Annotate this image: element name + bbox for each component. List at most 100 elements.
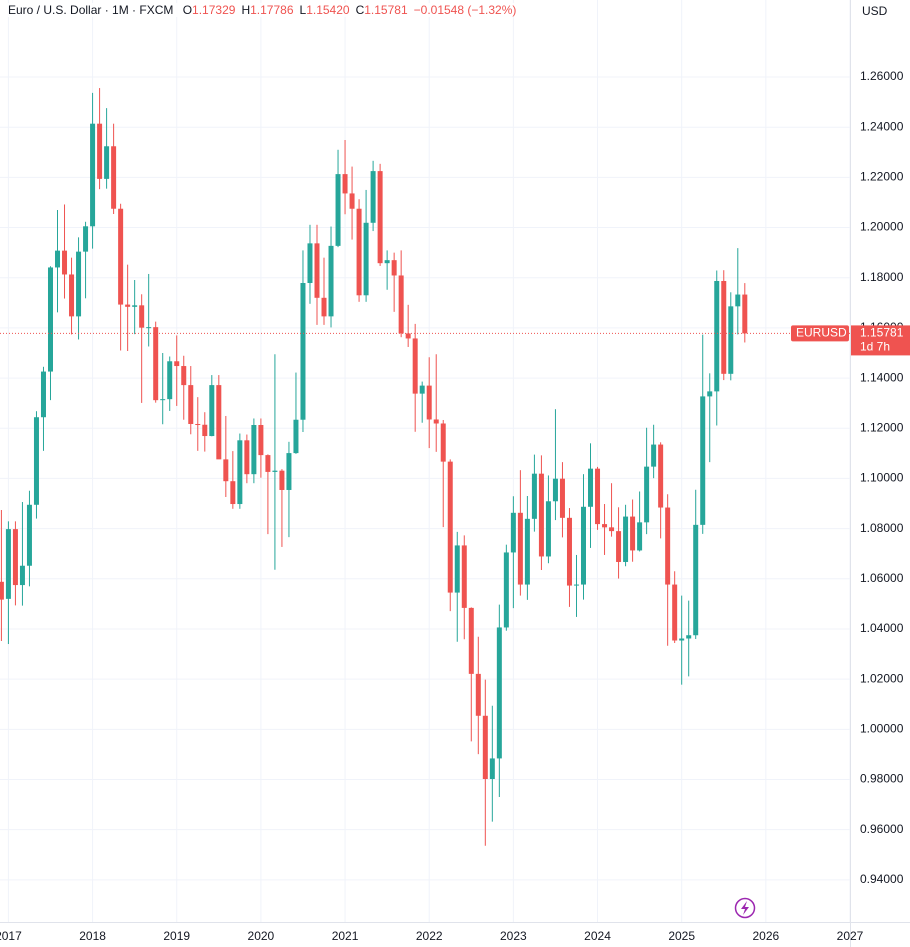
candle-body xyxy=(62,250,68,275)
candle-body xyxy=(679,638,685,641)
candle-body xyxy=(174,361,180,367)
candle-body xyxy=(69,274,75,317)
candle-body xyxy=(307,243,313,283)
candle-body xyxy=(40,371,46,418)
change: −0.01548 (−1.32%) xyxy=(413,3,517,17)
events-bolt xyxy=(741,901,749,915)
candle-body xyxy=(595,468,601,525)
candle-body xyxy=(300,282,306,420)
candle-body xyxy=(405,333,411,339)
candle-body xyxy=(76,251,82,317)
candle-body xyxy=(623,516,629,562)
candle-body xyxy=(363,222,369,296)
candle-body xyxy=(195,423,201,425)
candle-body xyxy=(447,461,453,593)
x-tick-label: 2017 xyxy=(0,929,22,943)
candle-body xyxy=(167,361,173,400)
ohlc-value: 1.17329 xyxy=(192,3,236,17)
candle-body xyxy=(693,524,699,636)
y-tick-label: 1.26000 xyxy=(860,69,904,83)
candle-body xyxy=(251,424,257,475)
ohlc-key: H xyxy=(241,3,251,17)
candle-body xyxy=(146,327,152,329)
symbol-badge xyxy=(791,325,849,342)
grid xyxy=(0,0,851,922)
candle-body xyxy=(391,260,397,276)
candle-body xyxy=(489,758,495,779)
candle-body xyxy=(475,673,481,716)
candle-body xyxy=(665,507,671,585)
candle-body xyxy=(545,501,551,557)
candle-body xyxy=(433,419,439,424)
candle-body xyxy=(707,391,713,397)
candle-body xyxy=(468,607,474,674)
price-badge xyxy=(851,325,910,356)
candle-body xyxy=(47,267,53,372)
candle-body xyxy=(742,294,748,334)
candle-body xyxy=(335,174,341,246)
candle-body xyxy=(209,385,215,437)
candle-body xyxy=(644,466,650,523)
events-icon[interactable] xyxy=(734,897,756,919)
candle-body xyxy=(181,366,187,386)
candle-body xyxy=(580,506,586,585)
candle-body xyxy=(721,280,727,374)
candle-body xyxy=(349,193,355,209)
candle-body xyxy=(216,385,222,460)
x-tick-label: 2024 xyxy=(584,929,611,943)
y-tick-label: 1.08000 xyxy=(860,521,904,535)
x-tick-label: 2023 xyxy=(500,929,527,943)
candle-body xyxy=(265,455,271,472)
candle-body xyxy=(55,250,61,268)
symbol-label: EURUSD xyxy=(796,326,847,340)
y-tick-label: 1.02000 xyxy=(860,671,904,685)
candle-body xyxy=(566,517,572,586)
candle-body xyxy=(651,444,657,467)
candle-body xyxy=(728,306,734,374)
x-tick-label: 2021 xyxy=(332,929,359,943)
candle-body xyxy=(153,327,159,401)
ohlc-key: O xyxy=(182,3,193,17)
currency-label: USD xyxy=(862,4,888,18)
y-tick-label: 1.22000 xyxy=(860,170,904,184)
y-tick-label: 1.04000 xyxy=(860,621,904,635)
candle-body xyxy=(588,468,594,507)
ohlc-value: 1.17786 xyxy=(250,3,294,17)
candle-body xyxy=(139,305,145,328)
ohlc-value: 1.15420 xyxy=(306,3,350,17)
candle-body xyxy=(714,280,720,392)
legend: Euro / U.S. Dollar · 1M · FXCM O1.17329 H… xyxy=(8,3,517,17)
candle-body xyxy=(454,545,460,593)
candle-body xyxy=(356,208,362,296)
candle-body xyxy=(272,470,278,472)
candle-body xyxy=(314,243,320,298)
candle-body xyxy=(384,260,390,264)
candle-body xyxy=(230,481,236,505)
candle-body xyxy=(440,423,446,462)
ohlc-key: L xyxy=(299,3,307,17)
candle-body xyxy=(735,294,741,307)
candle-body xyxy=(33,417,39,505)
candle-body xyxy=(398,275,404,334)
candle-body xyxy=(132,305,138,307)
currency-bg xyxy=(851,0,910,24)
y-tick-label: 0.96000 xyxy=(860,822,904,836)
candle-body xyxy=(630,516,636,551)
candle-body xyxy=(125,304,131,307)
candle-body xyxy=(609,527,615,532)
candle-body xyxy=(496,627,502,759)
y-tick-label: 1.24000 xyxy=(860,119,904,133)
candle-body xyxy=(517,512,523,585)
candle-body xyxy=(286,453,292,490)
candle-body xyxy=(637,522,643,551)
candle-body xyxy=(510,512,516,553)
candle-body xyxy=(237,440,243,505)
y-tick-label: 1.12000 xyxy=(860,420,904,434)
candle-body xyxy=(223,459,229,482)
candle-body xyxy=(118,208,124,305)
candles xyxy=(0,88,850,846)
candle-body xyxy=(111,146,117,209)
candle-body xyxy=(104,146,110,179)
